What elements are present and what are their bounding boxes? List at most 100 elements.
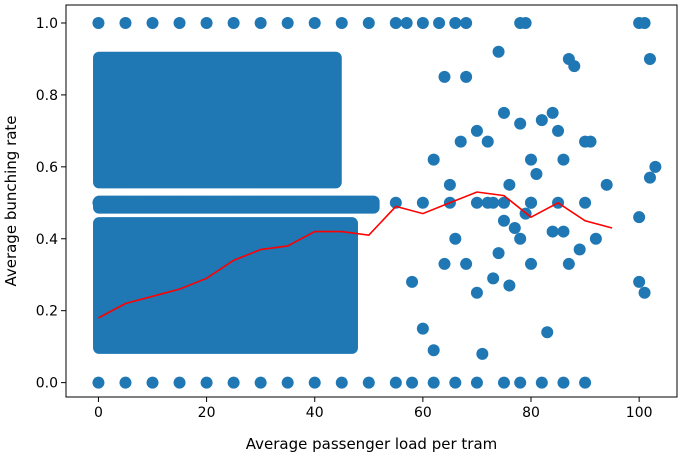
y-axis-label: Average bunching rate xyxy=(2,115,20,286)
scatter-point xyxy=(514,232,527,245)
scatter-point xyxy=(119,376,132,389)
scatter-point xyxy=(308,376,321,389)
scatter-point xyxy=(573,243,586,256)
y-tick-label: 0.6 xyxy=(36,160,58,176)
x-tick-label: 100 xyxy=(626,405,653,421)
scatter-point xyxy=(497,106,510,119)
scatter-point xyxy=(146,196,159,209)
y-tick-label: 0.8 xyxy=(36,88,58,104)
scatter-point xyxy=(568,60,581,73)
scatter-point xyxy=(454,135,467,148)
x-tick-label: 60 xyxy=(414,405,432,421)
scatter-point xyxy=(557,153,570,166)
scatter-point xyxy=(508,221,521,234)
scatter-point xyxy=(400,16,413,29)
scatter-point xyxy=(200,376,213,389)
scatter-point xyxy=(227,196,240,209)
scatter-point xyxy=(119,16,132,29)
scatter-point xyxy=(92,196,105,209)
scatter-point xyxy=(308,16,321,29)
scatter-point xyxy=(525,257,538,270)
scatter-point xyxy=(530,168,543,181)
scatter-point xyxy=(389,196,402,209)
scatter-point xyxy=(281,16,294,29)
scatter-point xyxy=(535,114,548,127)
scatter-point xyxy=(470,376,483,389)
scatter-point xyxy=(438,257,451,270)
scatter-point xyxy=(416,322,429,335)
scatter-point xyxy=(470,124,483,137)
scatter-point xyxy=(492,247,505,260)
scatter-point xyxy=(638,286,651,299)
scatter-point xyxy=(449,232,462,245)
scatter-point xyxy=(173,376,186,389)
scatter-point xyxy=(476,347,489,360)
scatter-point xyxy=(470,196,483,209)
scatter-point xyxy=(227,376,240,389)
scatter-point xyxy=(460,257,473,270)
scatter-point xyxy=(470,286,483,299)
scatter-point xyxy=(600,178,613,191)
scatter-point xyxy=(254,16,267,29)
scatter-point xyxy=(308,196,321,209)
scatter-point xyxy=(389,376,402,389)
scatter-point xyxy=(406,275,419,288)
x-tick-label: 40 xyxy=(306,405,324,421)
scatter-point xyxy=(503,178,516,191)
scatter-point xyxy=(173,196,186,209)
scatter-point xyxy=(514,117,527,130)
scatter-point xyxy=(497,196,510,209)
scatter-point xyxy=(200,196,213,209)
scatter-point xyxy=(497,376,510,389)
x-tick-label: 80 xyxy=(522,405,540,421)
scatter-point xyxy=(335,376,348,389)
scatter-point xyxy=(460,16,473,29)
scatter-point xyxy=(562,257,575,270)
scatter-point xyxy=(427,344,440,357)
scatter-point xyxy=(557,225,570,238)
scatter-point xyxy=(427,376,440,389)
scatter-point xyxy=(584,135,597,148)
scatter-point xyxy=(497,214,510,227)
y-tick-label: 0.4 xyxy=(36,232,58,248)
scatter-point xyxy=(552,124,565,137)
scatter-point xyxy=(449,376,462,389)
scatter-point xyxy=(579,376,592,389)
scatter-point xyxy=(335,196,348,209)
scatter-point xyxy=(541,326,554,339)
scatter-point xyxy=(519,16,532,29)
plot-layer xyxy=(92,16,662,389)
scatter-point xyxy=(535,376,548,389)
scatter-point xyxy=(481,196,494,209)
scatter-point xyxy=(146,376,159,389)
scatter-point xyxy=(514,376,527,389)
scatter-point xyxy=(443,178,456,191)
scatter-point xyxy=(173,16,186,29)
scatter-point xyxy=(492,45,505,58)
scatter-cloud-lower xyxy=(93,217,358,354)
scatter-point xyxy=(433,16,446,29)
scatter-point xyxy=(281,196,294,209)
scatter-point xyxy=(557,376,570,389)
x-tick-label: 20 xyxy=(198,405,216,421)
scatter-point xyxy=(589,232,602,245)
scatter-point xyxy=(525,153,538,166)
scatter-point xyxy=(438,70,451,83)
scatter-point xyxy=(427,153,440,166)
scatter-point xyxy=(643,52,656,65)
scatter-point xyxy=(460,70,473,83)
scatter-point xyxy=(416,16,429,29)
scatter-point xyxy=(481,135,494,148)
scatter-point xyxy=(281,376,294,389)
scatter-point xyxy=(546,225,559,238)
tick-layer: 0 20 40 60 80 100 0.0 0.2 0.4 0.6 0.8 1.0 xyxy=(36,16,653,421)
scatter-point xyxy=(633,275,646,288)
scatter-point xyxy=(362,196,375,209)
scatter-point xyxy=(92,376,105,389)
scatter-point xyxy=(227,16,240,29)
x-tick-label: 0 xyxy=(94,405,103,421)
scatter-point xyxy=(92,16,105,29)
series-line xyxy=(98,191,613,319)
scatter-point xyxy=(362,376,375,389)
scatter-point xyxy=(119,196,132,209)
